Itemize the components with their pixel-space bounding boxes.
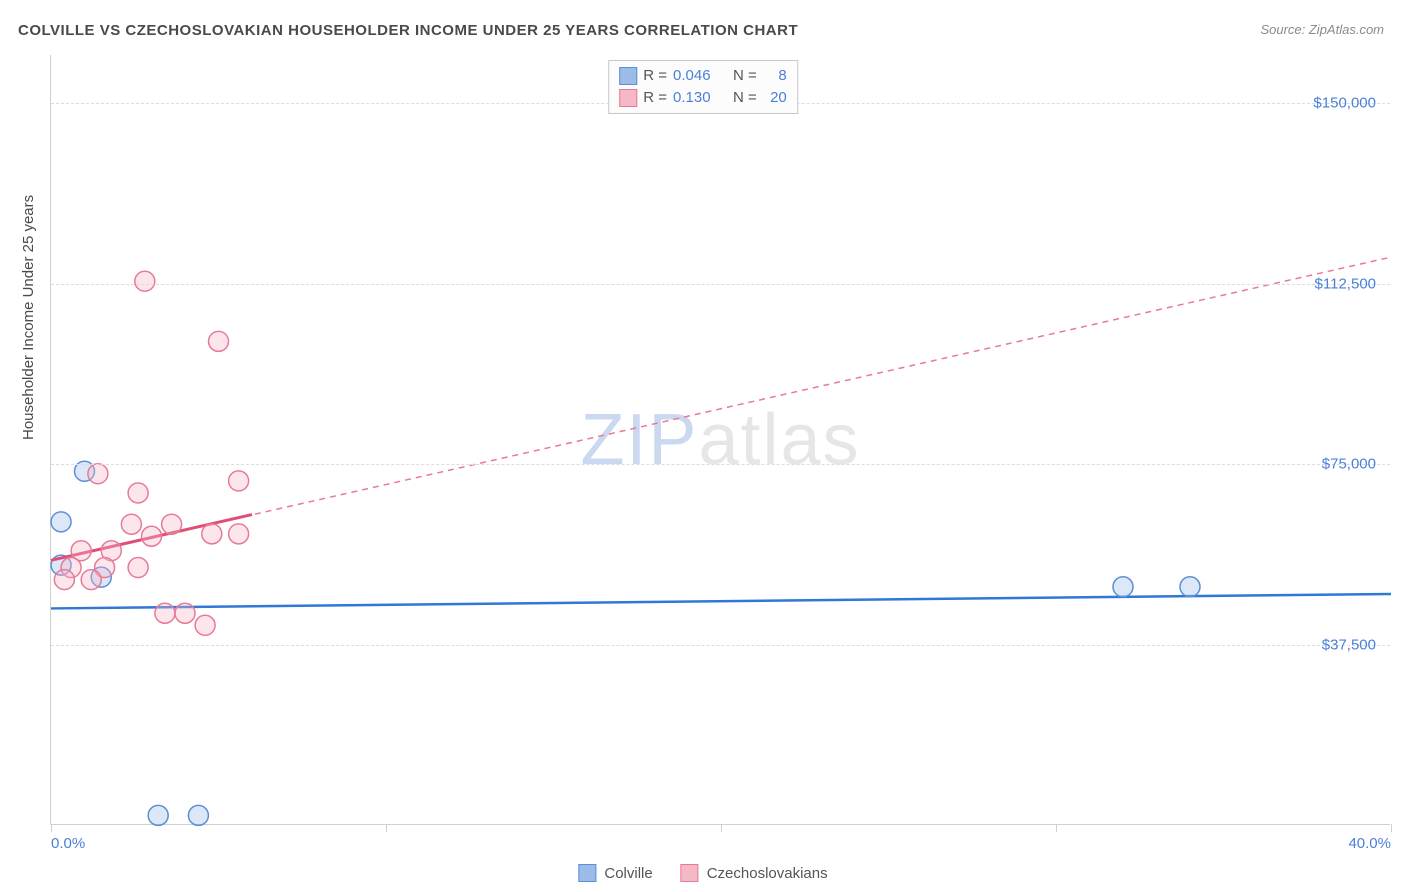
legend-n-label: N =	[733, 65, 757, 87]
legend-swatch	[619, 67, 637, 85]
legend-series-item: Colville	[578, 864, 652, 882]
y-tick-label: $75,000	[1322, 456, 1376, 473]
data-point	[195, 615, 215, 635]
legend-r-value: 0.046	[673, 65, 727, 87]
y-tick-label: $37,500	[1322, 636, 1376, 653]
x-tick-label: 40.0%	[1348, 835, 1391, 852]
data-point	[88, 464, 108, 484]
legend-swatch	[619, 89, 637, 107]
data-point	[175, 603, 195, 623]
gridline	[51, 284, 1390, 285]
legend-n-value: 8	[763, 65, 787, 87]
x-tick	[386, 824, 387, 832]
x-tick	[51, 824, 52, 832]
legend-swatch	[578, 864, 596, 882]
data-point	[121, 514, 141, 534]
data-point	[135, 271, 155, 291]
legend-r-label: R =	[643, 87, 667, 109]
legend-correlation-row: R = 0.130 N = 20	[619, 87, 787, 109]
legend-correlation-row: R = 0.046 N = 8	[619, 65, 787, 87]
data-point	[54, 570, 74, 590]
data-point	[81, 570, 101, 590]
legend-correlation-box: R = 0.046 N = 8 R = 0.130 N = 20	[608, 60, 798, 114]
chart-svg	[51, 55, 1390, 824]
data-point	[142, 526, 162, 546]
legend-series: Colville Czechoslovakians	[578, 864, 827, 882]
data-point	[229, 524, 249, 544]
data-point	[162, 514, 182, 534]
legend-series-label: Colville	[604, 865, 652, 882]
x-tick	[1056, 824, 1057, 832]
x-tick	[1391, 824, 1392, 832]
source-attribution: Source: ZipAtlas.com	[1260, 22, 1384, 37]
y-tick-label: $112,500	[1315, 275, 1376, 292]
data-point	[209, 331, 229, 351]
data-point	[155, 603, 175, 623]
legend-r-label: R =	[643, 65, 667, 87]
data-point	[128, 558, 148, 578]
gridline	[51, 645, 1390, 646]
gridline	[51, 464, 1390, 465]
data-point	[1113, 577, 1133, 597]
legend-series-item: Czechoslovakians	[681, 864, 828, 882]
data-point	[148, 805, 168, 825]
y-axis-label: Householder Income Under 25 years	[20, 195, 37, 440]
chart-title: COLVILLE VS CZECHOSLOVAKIAN HOUSEHOLDER …	[18, 22, 798, 39]
legend-n-label: N =	[733, 87, 757, 109]
legend-n-value: 20	[763, 87, 787, 109]
data-point	[51, 512, 71, 532]
plot-area: ZIPatlas $37,500$75,000$112,500$150,0000…	[50, 55, 1390, 825]
data-point	[188, 805, 208, 825]
data-point	[202, 524, 222, 544]
x-tick-label: 0.0%	[51, 835, 85, 852]
x-tick	[721, 824, 722, 832]
data-point	[229, 471, 249, 491]
data-point	[128, 483, 148, 503]
data-point	[1180, 577, 1200, 597]
y-tick-label: $150,000	[1313, 95, 1376, 112]
legend-series-label: Czechoslovakians	[707, 865, 828, 882]
legend-swatch	[681, 864, 699, 882]
legend-r-value: 0.130	[673, 87, 727, 109]
